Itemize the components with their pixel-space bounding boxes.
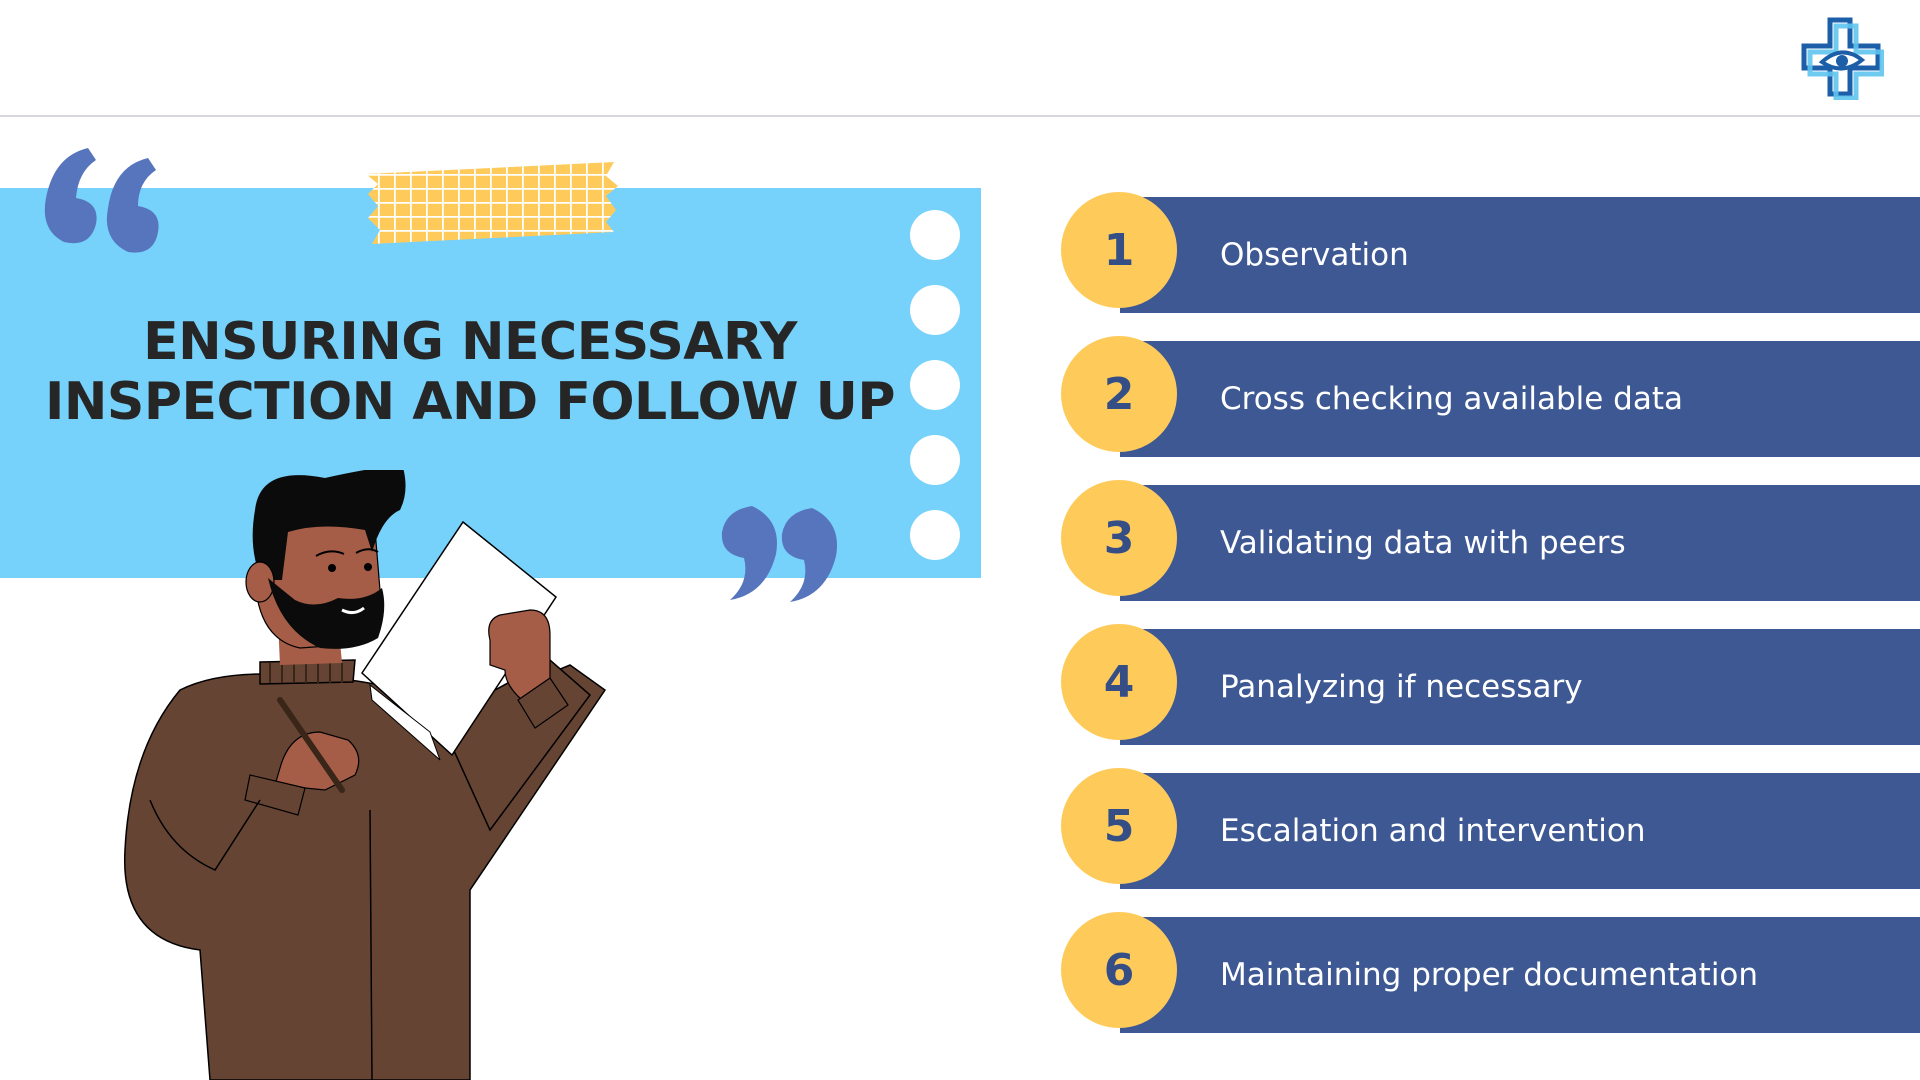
- hole: [910, 285, 960, 335]
- step-item: 1 Observation: [1060, 192, 1920, 313]
- slide-title: ENSURING NECESSARY INSPECTION AND FOLLOW…: [30, 312, 910, 432]
- step-bar: [1120, 629, 1920, 745]
- step-label: Observation: [1220, 237, 1409, 273]
- quote-open-icon: [44, 148, 159, 253]
- step-number-circle: 3: [1061, 480, 1177, 596]
- hole: [910, 435, 960, 485]
- step-bar: [1120, 485, 1920, 601]
- step-number-circle: 2: [1061, 336, 1177, 452]
- step-bar: [1120, 773, 1920, 889]
- step-number-circle: 1: [1061, 192, 1177, 308]
- hole: [910, 510, 960, 560]
- step-label: Panalyzing if necessary: [1220, 669, 1583, 705]
- step-number: 3: [1103, 512, 1135, 564]
- step-item: 4 Panalyzing if necessary: [1060, 624, 1920, 745]
- step-bar: [1120, 197, 1920, 313]
- step-item: 5 Escalation and intervention: [1060, 768, 1920, 889]
- step-number: 5: [1103, 800, 1135, 852]
- notebook-holes: [910, 210, 960, 570]
- step-number-circle: 4: [1061, 624, 1177, 740]
- step-number: 4: [1103, 656, 1135, 708]
- header-divider: [0, 115, 1920, 117]
- step-label: Cross checking available data: [1220, 381, 1683, 417]
- medical-cross-eye-icon: [1801, 17, 1884, 100]
- quote-close-icon: [721, 506, 837, 602]
- step-number: 2: [1103, 368, 1135, 420]
- step-label: Maintaining proper documentation: [1220, 957, 1759, 993]
- step-item: 6 Maintaining proper documentation: [1060, 912, 1920, 1033]
- slide-title-line-1: ENSURING NECESSARY: [143, 312, 797, 372]
- step-label: Escalation and intervention: [1220, 813, 1646, 849]
- hole: [910, 360, 960, 410]
- step-number: 1: [1103, 224, 1135, 276]
- step-label: Validating data with peers: [1220, 525, 1626, 561]
- step-item: 2 Cross checking available data: [1060, 336, 1920, 457]
- step-number-circle: 5: [1061, 768, 1177, 884]
- step-bar: [1120, 341, 1920, 457]
- tape-decoration: [366, 162, 618, 244]
- step-number-circle: 6: [1061, 912, 1177, 1028]
- slide-title-line-2: INSPECTION AND FOLLOW UP: [45, 372, 895, 432]
- step-number: 6: [1103, 944, 1135, 996]
- step-bar: [1120, 917, 1920, 1033]
- step-item: 3 Validating data with peers: [1060, 480, 1920, 601]
- person-with-paper-illustration: [123, 470, 607, 1080]
- hole: [910, 210, 960, 260]
